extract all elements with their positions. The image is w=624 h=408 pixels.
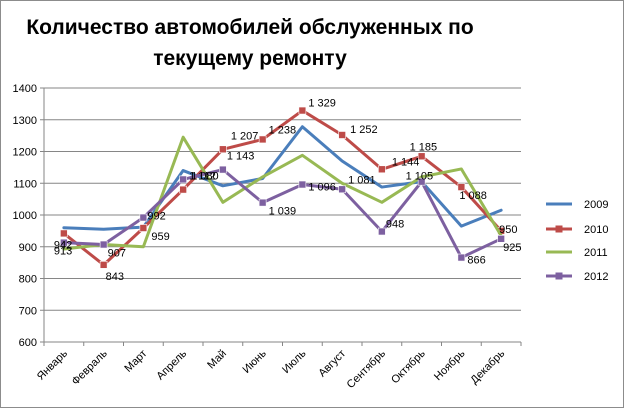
chart-title-line-1: Количество автомобилей обслуженных по: [26, 16, 473, 39]
x-tick-label: Май: [205, 348, 229, 372]
data-point-2010: [139, 224, 148, 232]
legend-label-2012: 2012: [584, 271, 608, 283]
x-tick-label: Август: [316, 348, 348, 380]
data-label-2010: 1 238: [269, 124, 297, 136]
legend: 2009 2010 2011 2012: [546, 199, 608, 283]
data-label-2012: 866: [467, 255, 485, 267]
legend-label-2011: 2011: [584, 247, 608, 259]
data-label-2012: 948: [386, 219, 404, 231]
series-line-2011: [62, 135, 503, 251]
data-labels: 942 843 959 1 080 1 207 1 238 1 329 1 252 1 144 1…: [54, 98, 522, 283]
data-point-2010: [179, 185, 187, 194]
data-point-2012: [258, 198, 267, 207]
x-tick-label: Июль: [280, 347, 309, 376]
legend-label-2009: 2009: [584, 199, 608, 211]
data-point-2010: [378, 165, 386, 174]
data-label-2012: 907: [108, 248, 126, 260]
y-tick-label: 1000: [13, 210, 37, 222]
y-tick-label: 1200: [13, 147, 37, 159]
data-label-2010: 1 207: [231, 130, 259, 142]
data-label-2010: 1 185: [410, 141, 438, 153]
chart-title-line-2: текущему ремонту: [153, 47, 347, 70]
data-label-2010: 942: [54, 239, 72, 251]
data-label-2010: 1 088: [459, 190, 487, 202]
data-point-2012: [378, 227, 386, 236]
data-point-2010: [298, 106, 307, 115]
y-tick-label: 1100: [13, 178, 37, 190]
data-point-2012: [298, 180, 307, 189]
data-point-2010: [219, 145, 227, 154]
series-line-2010: [62, 109, 503, 267]
series-line-2009: [62, 125, 503, 231]
data-label-2010: 1 144: [392, 156, 420, 168]
series-lines: [60, 106, 505, 269]
data-point-2010: [417, 152, 426, 161]
data-point-2012: [497, 235, 505, 243]
data-label-2010: 1 329: [308, 98, 336, 110]
data-point-2012: [417, 177, 426, 186]
data-label-2012: 1 105: [406, 171, 434, 183]
data-point-2012: [60, 238, 68, 247]
x-tick-label: Апрель: [154, 347, 189, 382]
data-point-2010: [338, 131, 346, 139]
data-label-2010: 950: [499, 224, 517, 236]
data-point-2010: [457, 183, 466, 191]
data-point-2012: [179, 175, 187, 184]
legend-marker-2010: [555, 225, 563, 233]
axes: 600 700 800 900 1000 1100 1200 1300 1400 Январь Фе…: [13, 83, 522, 391]
data-point-2012: [99, 240, 108, 249]
data-point-2012: [219, 165, 227, 174]
x-tick-label: Март: [122, 348, 149, 375]
data-label-2012: 1 096: [308, 182, 336, 194]
x-tick-label: Сентябрь: [345, 347, 389, 391]
data-label-2010: 959: [151, 231, 169, 243]
data-point-2012: [338, 185, 346, 194]
data-point-2012: [457, 253, 466, 262]
x-tick-label: Ноябрь: [432, 347, 468, 383]
x-tick-label: Январь: [35, 347, 70, 382]
y-tick-label: 600: [19, 337, 37, 349]
x-tick-label: Декабрь: [468, 347, 507, 386]
data-label-2010: 1 080: [191, 171, 219, 183]
y-tick-label: 900: [19, 242, 37, 254]
y-tick-label: 1400: [13, 83, 37, 95]
y-tick-label: 700: [19, 305, 37, 317]
data-label-2012: 913: [54, 246, 72, 258]
x-tick-label: Февраль: [70, 347, 110, 387]
data-label-2010: 1 252: [350, 124, 378, 136]
data-label-2012: 1 112: [189, 170, 216, 182]
x-tick-label: Июнь: [240, 347, 268, 375]
y-tick-label: 800: [19, 274, 37, 286]
legend-label-2010: 2010: [584, 224, 608, 236]
y-tick-label: 1300: [13, 115, 37, 127]
data-label-2012: 1 039: [269, 206, 297, 218]
data-label-2012: 1 143: [227, 151, 255, 163]
data-label-2010: 843: [106, 271, 124, 283]
x-tick-label: Октябрь: [389, 347, 428, 386]
legend-marker-2012: [555, 272, 563, 280]
data-label-2012: 925: [503, 242, 521, 254]
data-point-2010: [99, 261, 108, 269]
data-point-2010: [258, 135, 267, 144]
data-point-2010: [60, 229, 68, 238]
series-line-2012: [62, 168, 503, 260]
data-label-2012: 992: [147, 211, 165, 223]
data-label-2012: 1 081: [348, 174, 376, 186]
data-point-2012: [139, 213, 148, 222]
